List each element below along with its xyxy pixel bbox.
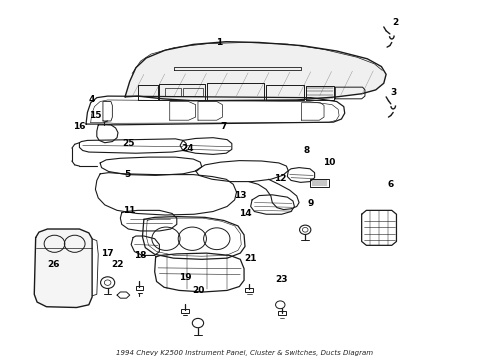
- Text: 3: 3: [390, 88, 396, 97]
- Text: 17: 17: [101, 249, 114, 258]
- Text: 19: 19: [179, 273, 192, 282]
- Polygon shape: [34, 229, 92, 307]
- Text: 13: 13: [234, 191, 246, 199]
- Text: 10: 10: [323, 158, 336, 167]
- Text: 26: 26: [47, 260, 59, 269]
- Text: 16: 16: [73, 122, 86, 131]
- Text: 5: 5: [124, 170, 130, 179]
- Bar: [245, 288, 253, 292]
- Bar: [136, 286, 144, 291]
- Text: 6: 6: [388, 180, 394, 189]
- Text: 7: 7: [220, 122, 227, 131]
- Text: 8: 8: [303, 146, 309, 155]
- Text: 21: 21: [245, 254, 257, 263]
- Text: 12: 12: [274, 174, 287, 183]
- Text: 15: 15: [89, 111, 101, 120]
- Text: 25: 25: [122, 139, 135, 148]
- Polygon shape: [125, 42, 386, 101]
- Text: 24: 24: [181, 144, 194, 153]
- Text: 14: 14: [239, 210, 251, 219]
- Text: 9: 9: [308, 199, 314, 208]
- Text: 18: 18: [134, 252, 147, 261]
- Bar: [310, 179, 329, 187]
- Text: 1: 1: [216, 39, 222, 48]
- Bar: [278, 311, 286, 315]
- Text: 20: 20: [192, 286, 204, 295]
- Text: 11: 11: [123, 206, 136, 215]
- Text: 22: 22: [111, 260, 123, 269]
- Text: 4: 4: [89, 95, 96, 104]
- Text: 1994 Chevy K2500 Instrument Panel, Cluster & Switches, Ducts Diagram: 1994 Chevy K2500 Instrument Panel, Clust…: [117, 350, 373, 356]
- Text: 23: 23: [275, 275, 288, 284]
- Text: 2: 2: [392, 18, 399, 27]
- Bar: [181, 309, 189, 312]
